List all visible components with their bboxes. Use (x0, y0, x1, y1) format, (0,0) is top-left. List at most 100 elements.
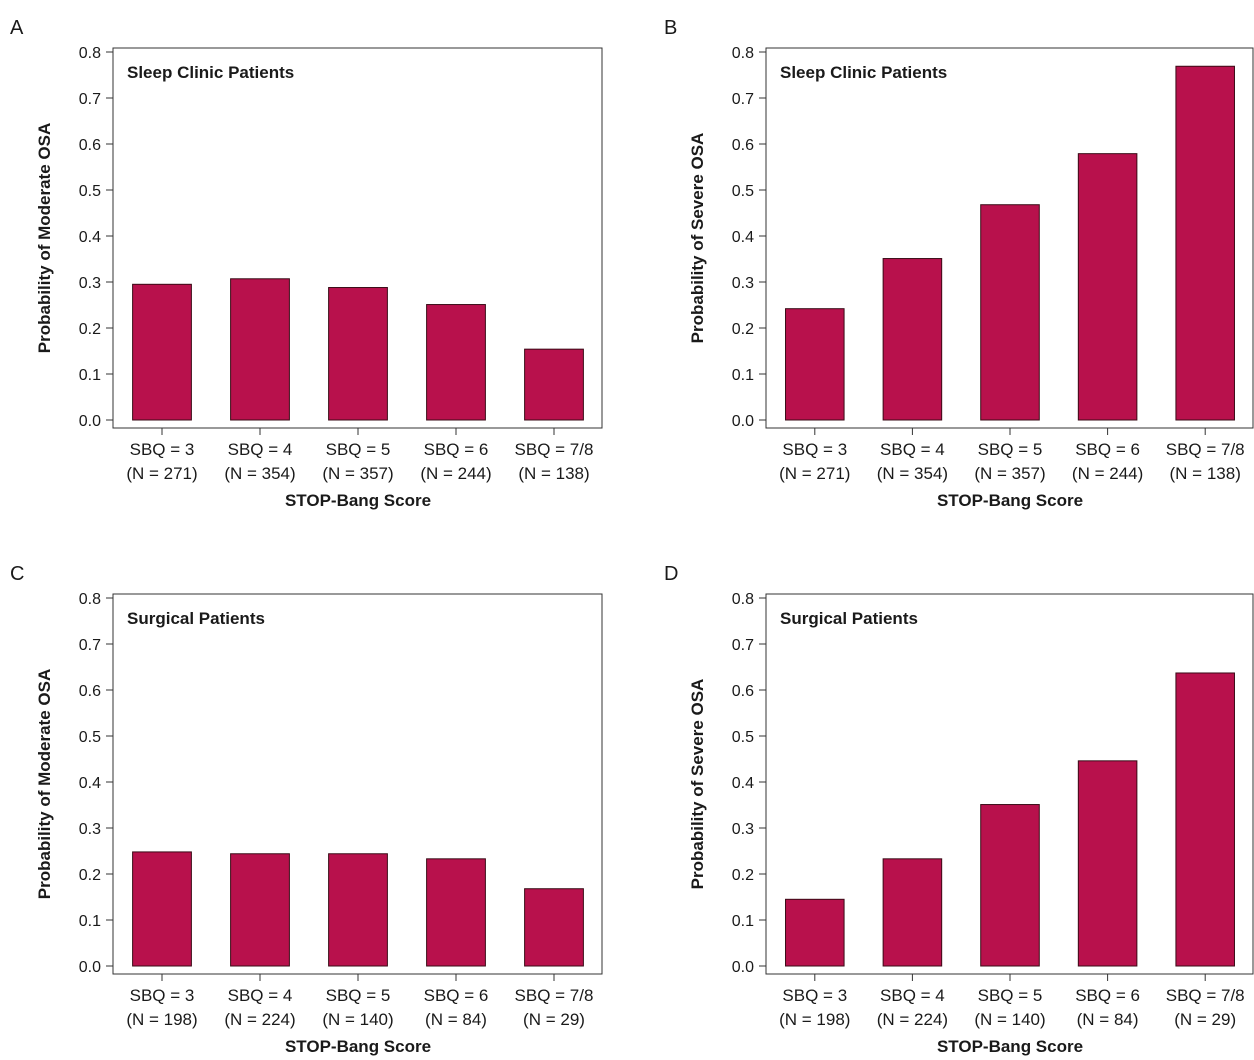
x-category-label: SBQ = 5 (978, 440, 1043, 459)
y-tick-label: 0.1 (732, 913, 754, 930)
y-tick-label: 0.6 (79, 137, 101, 154)
y-tick-label: 0.5 (732, 729, 754, 746)
panel-a: A 0.0 0.1 0.2 0.3 0.4 0.5 0.6 0.7 0.8 Probability … (10, 17, 603, 510)
x-category-label: SBQ = 7/8 (1166, 440, 1245, 459)
bar (524, 348, 584, 421)
y-tick-label: 0.8 (79, 45, 101, 62)
bar (1077, 153, 1138, 421)
panel-d: D 0.0 0.1 0.2 0.3 0.4 0.5 0.6 0.7 0.8 Probability … (664, 563, 1254, 1056)
panel-b: B 0.0 0.1 0.2 0.3 0.4 0.5 0.6 0.7 0.8 Probability … (664, 17, 1254, 510)
y-axis-title: Probability of Severe OSA (688, 679, 707, 890)
x-category-label: SBQ = 6 (1075, 986, 1140, 1005)
inset-title: Sleep Clinic Patients (780, 63, 947, 82)
bar (1077, 760, 1138, 967)
bar (980, 204, 1040, 421)
y-tick-label: 0.3 (732, 275, 754, 292)
x-sample-size-label: (N = 354) (877, 464, 948, 483)
inset-title: Sleep Clinic Patients (127, 63, 294, 82)
x-category-label: SBQ = 3 (782, 986, 847, 1005)
inset-title: Surgical Patients (780, 609, 918, 628)
x-axis-title: STOP-Bang Score (285, 491, 431, 510)
y-tick-label: 0.4 (732, 229, 754, 246)
panel-letter: C (10, 563, 24, 585)
x-category-label: SBQ = 3 (130, 440, 195, 459)
x-category-label: SBQ = 5 (326, 986, 391, 1005)
x-category-label: SBQ = 7/8 (515, 440, 594, 459)
y-tick-label: 0.0 (79, 959, 101, 976)
x-category-label: SBQ = 7/8 (1166, 986, 1245, 1005)
x-sample-size-label: (N = 244) (1072, 464, 1143, 483)
bar (524, 888, 584, 967)
y-tick-label: 0.2 (732, 867, 754, 884)
x-category-label: SBQ = 6 (424, 986, 489, 1005)
panel-letter: D (664, 563, 678, 585)
y-tick-label: 0.7 (732, 91, 754, 108)
x-category-label: SBQ = 3 (130, 986, 195, 1005)
x-sample-size-label: (N = 84) (425, 1010, 487, 1029)
bar (328, 287, 388, 421)
x-sample-size-label: (N = 244) (420, 464, 491, 483)
bar (882, 258, 943, 421)
y-tick-label: 0.5 (79, 729, 101, 746)
bar (132, 283, 192, 421)
y-tick-label: 0.0 (79, 413, 101, 430)
y-tick-label: 0.4 (732, 775, 754, 792)
x-category-label: SBQ = 6 (1075, 440, 1140, 459)
y-tick-label: 0.5 (79, 183, 101, 200)
x-sample-size-label: (N = 224) (877, 1010, 948, 1029)
bar (882, 858, 943, 967)
x-sample-size-label: (N = 29) (1174, 1010, 1236, 1029)
x-sample-size-label: (N = 198) (779, 1010, 850, 1029)
x-sample-size-label: (N = 271) (779, 464, 850, 483)
x-category-label: SBQ = 4 (880, 440, 945, 459)
panel-letter: A (10, 17, 24, 39)
x-category-label: SBQ = 4 (228, 986, 293, 1005)
y-tick-label: 0.3 (79, 821, 101, 838)
y-tick-label: 0.4 (79, 229, 101, 246)
y-tick-label: 0.2 (732, 321, 754, 338)
y-tick-label: 0.7 (79, 91, 101, 108)
y-tick-label: 0.3 (79, 275, 101, 292)
x-axis-title: STOP-Bang Score (937, 1037, 1083, 1056)
bar (132, 851, 192, 967)
x-sample-size-label: (N = 224) (224, 1010, 295, 1029)
x-category-label: SBQ = 5 (326, 440, 391, 459)
y-tick-label: 0.8 (79, 591, 101, 608)
bar (1175, 65, 1235, 421)
x-axis-title: STOP-Bang Score (937, 491, 1083, 510)
x-category-label: SBQ = 5 (978, 986, 1043, 1005)
y-tick-label: 0.0 (732, 413, 754, 430)
x-category-label: SBQ = 4 (880, 986, 945, 1005)
y-tick-label: 0.2 (79, 867, 101, 884)
x-sample-size-label: (N = 354) (224, 464, 295, 483)
bar (785, 308, 845, 421)
y-tick-label: 0.4 (79, 775, 101, 792)
x-sample-size-label: (N = 140) (974, 1010, 1045, 1029)
panel-letter: B (664, 17, 677, 39)
x-sample-size-label: (N = 140) (322, 1010, 393, 1029)
inset-title: Surgical Patients (127, 609, 265, 628)
y-tick-label: 0.6 (732, 683, 754, 700)
bar (980, 804, 1040, 967)
bar (1175, 672, 1235, 967)
y-tick-label: 0.1 (732, 367, 754, 384)
x-sample-size-label: (N = 271) (126, 464, 197, 483)
y-tick-label: 0.5 (732, 183, 754, 200)
x-category-label: SBQ = 7/8 (515, 986, 594, 1005)
bar (426, 304, 486, 421)
x-sample-size-label: (N = 198) (126, 1010, 197, 1029)
bar (328, 853, 388, 967)
y-tick-label: 0.6 (732, 137, 754, 154)
y-tick-label: 0.7 (732, 637, 754, 654)
y-tick-label: 0.8 (732, 591, 754, 608)
y-tick-label: 0.2 (79, 321, 101, 338)
panel-c: C 0.0 0.1 0.2 0.3 0.4 0.5 0.6 0.7 0.8 Probability … (10, 563, 603, 1056)
x-axis-title: STOP-Bang Score (285, 1037, 431, 1056)
y-tick-label: 0.1 (79, 367, 101, 384)
x-category-label: SBQ = 4 (228, 440, 293, 459)
x-sample-size-label: (N = 357) (974, 464, 1045, 483)
y-tick-label: 0.0 (732, 959, 754, 976)
y-axis-title: Probability of Severe OSA (688, 133, 707, 344)
y-axis-title: Probability of Moderate OSA (35, 669, 54, 899)
